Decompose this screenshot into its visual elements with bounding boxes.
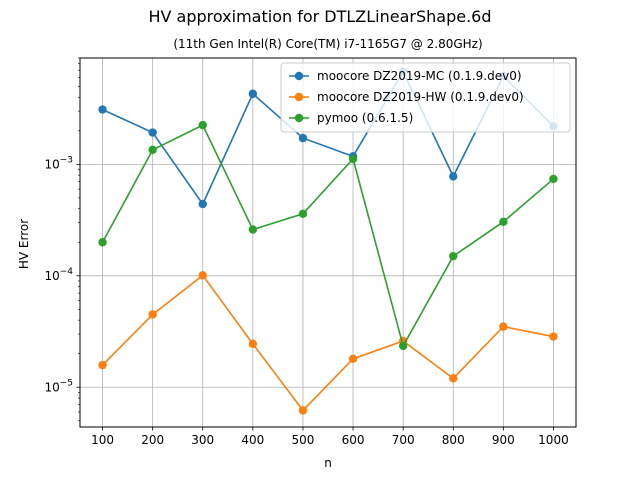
x-tick-label: 1000 [538,433,569,447]
legend: moocore DZ2019-MC (0.1.9.dev0) moocore DZ… [280,62,571,133]
data-point [148,128,157,137]
legend-marker [294,71,304,81]
data-point [248,339,258,349]
x-axis: 100 200 300 400 500 600 700 800 900 1000 [91,427,569,447]
series-3 [98,120,558,351]
data-point [248,225,258,234]
series-2 [98,271,558,415]
y-axis: 10−5 10−4 10−3 [44,57,80,422]
x-tick-label: 100 [91,433,114,447]
data-point [398,341,408,351]
series-line [101,274,554,412]
x-tick-label: 600 [342,433,365,447]
x-tick-label: 500 [291,433,314,447]
legend-marker [294,92,304,102]
data-point [198,199,207,209]
legend-entry: pymoo (0.6.1.5) [289,111,413,125]
y-tick-label: 10−3 [44,155,73,171]
x-axis-label: n [324,456,332,470]
data-point [248,89,258,98]
y-tick-label: 10−4 [44,267,73,283]
x-tick-label: 400 [241,433,264,447]
data-point [499,217,508,227]
chart-title: HV approximation for DTLZLinearShape.6d [148,7,491,26]
x-tick-label: 900 [492,433,515,447]
legend-entry: moocore DZ2019-HW (0.1.9.dev0) [289,90,524,104]
data-point [98,360,107,370]
data-point [449,251,458,261]
legend-box [280,62,571,133]
x-tick-label: 700 [392,433,415,447]
x-tick-label: 800 [442,433,465,447]
data-point [198,271,207,280]
series-line [101,124,554,349]
x-tick-label: 300 [191,433,214,447]
data-point [348,154,358,164]
legend-entry: moocore DZ2019-MC (0.1.9.dev0) [289,69,522,83]
data-point [499,322,508,331]
y-tick-label: 10−5 [44,378,73,394]
data-point [298,406,308,415]
data-point [298,209,308,219]
legend-label: pymoo (0.6.1.5) [317,111,413,125]
data-point [98,238,107,247]
data-point [148,145,157,155]
chart-subtitle: (11th Gen Intel(R) Core(TM) i7-1165G7 @ … [173,37,482,51]
legend-marker [294,113,304,123]
data-point [549,332,558,341]
y-axis-label: HV Error [17,219,31,269]
legend-label: moocore DZ2019-MC (0.1.9.dev0) [317,69,522,83]
data-point [549,174,558,184]
data-point [148,310,157,319]
x-tick-label: 200 [141,433,164,447]
data-point [198,120,207,130]
data-point [98,105,107,114]
data-point [348,354,358,364]
data-point [449,172,458,181]
legend-label: moocore DZ2019-HW (0.1.9.dev0) [317,90,524,104]
data-point [449,374,458,383]
data-point [298,133,308,143]
